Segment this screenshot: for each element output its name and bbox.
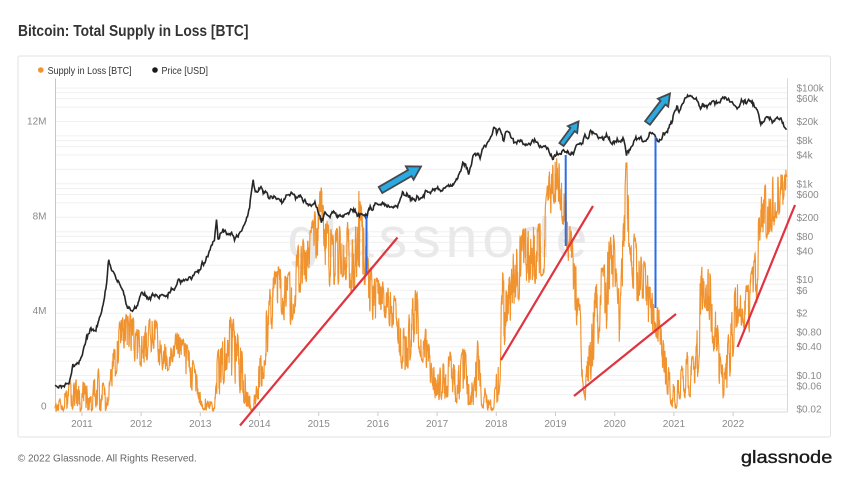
svg-text:2019: 2019 [544,419,567,430]
svg-text:2021: 2021 [663,419,686,430]
svg-text:8M: 8M [33,212,47,223]
svg-text:$2: $2 [797,309,809,320]
svg-text:© 2022 Glassnode. All Rights R: © 2022 Glassnode. All Rights Reserved. [18,453,197,465]
svg-text:$4k: $4k [797,151,814,162]
svg-text:12M: 12M [27,117,46,128]
svg-text:glassnode: glassnode [741,447,833,467]
svg-text:$200: $200 [797,213,820,224]
svg-text:2013: 2013 [189,419,212,430]
svg-text:$1k: $1k [797,179,814,190]
svg-text:$20k: $20k [797,117,820,128]
svg-text:2011: 2011 [71,419,93,430]
svg-text:$60k: $60k [797,94,820,105]
svg-text:Bitcoin: Total Supply in Loss: Bitcoin: Total Supply in Loss [BTC] [18,23,249,40]
svg-text:$600: $600 [797,190,820,201]
svg-text:$0.06: $0.06 [797,382,822,393]
svg-text:2022: 2022 [722,419,745,430]
svg-text:Price [USD]: Price [USD] [162,65,209,77]
svg-text:$8k: $8k [797,136,814,147]
svg-text:$0.02: $0.02 [797,405,822,416]
svg-text:$6: $6 [797,286,809,297]
svg-text:4M: 4M [33,306,47,317]
svg-text:$0.80: $0.80 [797,328,822,339]
svg-text:$10: $10 [797,275,814,286]
svg-text:2018: 2018 [485,419,508,430]
svg-text:2017: 2017 [426,419,449,430]
svg-text:$40: $40 [797,246,814,257]
svg-text:2015: 2015 [308,419,331,430]
svg-text:2014: 2014 [248,419,271,430]
svg-text:$80: $80 [797,232,814,243]
svg-text:0: 0 [41,402,47,413]
svg-text:$100k: $100k [797,84,825,95]
svg-text:$0.40: $0.40 [797,342,822,353]
svg-text:2016: 2016 [367,419,390,430]
svg-text:2020: 2020 [604,419,627,430]
svg-text:Supply in Loss [BTC]: Supply in Loss [BTC] [48,65,132,77]
svg-text:2012: 2012 [130,419,153,430]
svg-text:$0.10: $0.10 [797,371,822,382]
